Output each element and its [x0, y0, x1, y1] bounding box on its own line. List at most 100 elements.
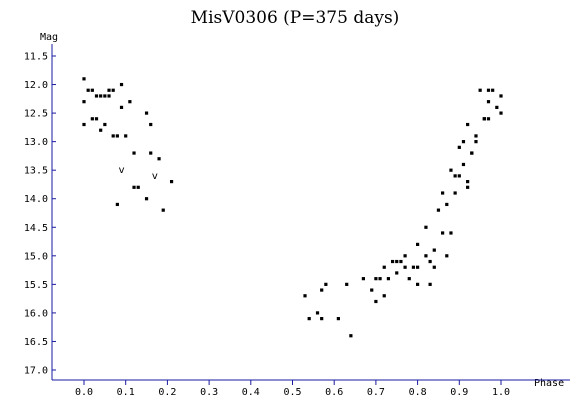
data-point — [457, 145, 461, 149]
data-point — [449, 168, 453, 172]
data-point — [132, 151, 136, 155]
data-point — [82, 77, 86, 81]
data-point — [445, 202, 449, 207]
data-point — [169, 180, 174, 184]
data-point — [361, 277, 365, 281]
x-tick-label: 0.3 — [200, 387, 218, 398]
data-point — [99, 94, 103, 98]
y-tick-label: 15.5 — [24, 280, 48, 291]
y-tick-label: 14.5 — [24, 223, 48, 234]
data-point — [424, 225, 428, 229]
data-point — [416, 282, 420, 286]
y-axis-label: Mag — [40, 32, 58, 43]
x-tick-label: 0.0 — [75, 387, 93, 398]
data-point — [336, 317, 340, 321]
y-tick-label: 16.0 — [24, 308, 48, 319]
data-point — [390, 259, 395, 264]
data-point — [424, 254, 428, 258]
data-point — [470, 151, 474, 155]
data-point — [482, 117, 486, 121]
y-tick-label: 11.5 — [24, 52, 48, 63]
data-point — [411, 265, 416, 269]
data-point — [128, 100, 132, 104]
data-point — [399, 259, 403, 264]
y-tick-label: 15.0 — [24, 251, 48, 262]
data-point — [103, 122, 107, 127]
data-point — [445, 254, 449, 258]
data-point — [432, 248, 436, 252]
data-point — [115, 134, 119, 138]
upper-limit-marker: v — [119, 165, 125, 176]
data-point — [486, 88, 491, 92]
data-point — [457, 174, 461, 178]
data-point — [107, 94, 111, 98]
y-tick-label: 12.0 — [24, 80, 48, 91]
data-point — [474, 134, 478, 138]
data-point — [119, 105, 124, 109]
data-point — [428, 259, 432, 264]
data-point — [403, 254, 407, 258]
data-point — [436, 208, 441, 212]
data-point — [307, 317, 311, 321]
data-point — [124, 134, 128, 138]
axes — [51, 44, 570, 381]
data-point — [149, 122, 153, 127]
data-point — [499, 94, 503, 98]
data-point — [86, 88, 90, 92]
data-point — [157, 157, 161, 161]
data-point — [111, 134, 115, 138]
data-point — [94, 117, 99, 121]
data-point — [478, 88, 482, 92]
data-point — [461, 140, 466, 144]
chart-title: MisV0306 (P=375 days) — [191, 8, 400, 28]
data-point — [466, 185, 470, 189]
data-point — [374, 299, 378, 304]
data-point — [82, 100, 86, 104]
data-point — [486, 100, 491, 104]
data-point — [395, 271, 399, 275]
x-tick-label: 0.7 — [367, 387, 385, 398]
data-point — [428, 282, 432, 286]
x-tick-label: 0.8 — [409, 387, 427, 398]
data-point — [382, 265, 386, 269]
y-tick-label: 13.0 — [24, 137, 48, 148]
data-point — [395, 259, 399, 264]
data-point — [441, 231, 445, 235]
data-points — [82, 77, 503, 338]
x-tick-label: 1.0 — [492, 387, 510, 398]
x-tick-label: 0.2 — [158, 387, 176, 398]
data-point — [466, 122, 470, 127]
y-tick-label: 17.0 — [24, 366, 48, 377]
data-point — [161, 208, 165, 212]
data-point — [303, 294, 307, 298]
x-tick-label: 0.5 — [283, 387, 301, 398]
data-point — [466, 180, 470, 184]
data-point — [453, 191, 457, 195]
x-tick-label: 0.6 — [325, 387, 343, 398]
data-point — [82, 122, 86, 127]
y-axis-ticks: 11.5 12.0 12.5 13.0 13.5 14.0 14.5 15.0 15.5 16.0… — [24, 52, 56, 377]
x-axis-ticks: 0.0 0.1 0.2 0.3 0.4 0.5 0.6 0.7 0.8 0.9 1.0 — [75, 380, 510, 398]
data-point — [370, 288, 374, 292]
x-tick-label: 0.9 — [450, 387, 468, 398]
data-point — [90, 117, 94, 121]
data-point — [461, 162, 466, 167]
upper-limit-marker: v — [152, 171, 158, 182]
data-point — [474, 140, 478, 144]
data-point — [432, 265, 436, 269]
y-tick-label: 12.5 — [24, 109, 48, 120]
data-point — [416, 265, 420, 269]
data-point — [320, 288, 324, 292]
upper-limit-markers: vv — [119, 165, 158, 182]
data-point — [144, 197, 149, 201]
y-tick-label: 14.0 — [24, 194, 48, 205]
data-point — [144, 111, 149, 115]
data-point — [449, 231, 453, 235]
data-point — [416, 242, 420, 246]
data-point — [382, 294, 386, 298]
x-tick-label: 0.1 — [117, 387, 135, 398]
data-point — [107, 88, 111, 92]
data-point — [324, 282, 328, 286]
data-point — [111, 88, 115, 92]
